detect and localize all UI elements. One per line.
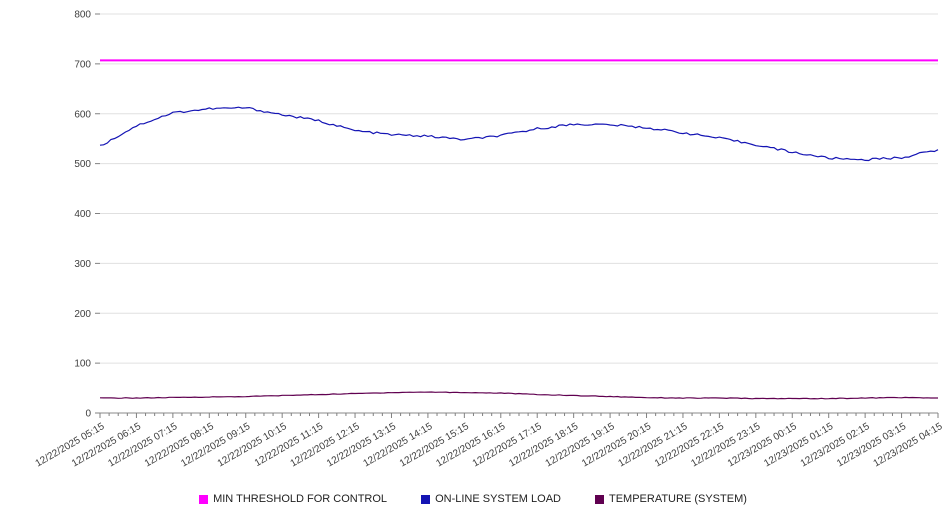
y-tick-label: 100	[74, 359, 91, 370]
legend-item-min-threshold: MIN THRESHOLD FOR CONTROL	[199, 493, 387, 505]
legend-label-temperature: TEMPERATURE (SYSTEM)	[608, 493, 747, 505]
y-tick-label: 0	[85, 409, 91, 420]
y-tick-label: 400	[74, 209, 91, 220]
legend-item-system-load: ON-LINE SYSTEM LOAD	[421, 493, 561, 505]
series-line-2	[99, 391, 938, 400]
legend-item-temperature: TEMPERATURE (SYSTEM)	[594, 493, 747, 505]
legend-swatch-min-threshold-icon	[199, 494, 209, 504]
y-tick-label: 700	[74, 59, 91, 70]
y-tick-label: 800	[74, 10, 91, 21]
legend-label-min-threshold: MIN THRESHOLD FOR CONTROL	[213, 493, 388, 505]
y-tick-label: 600	[74, 109, 91, 120]
legend-swatch-system-load-icon	[421, 494, 431, 504]
legend-label-system-load: ON-LINE SYSTEM LOAD	[435, 493, 561, 505]
legend-swatch-temperature-icon	[594, 494, 604, 504]
y-tick-label: 200	[74, 309, 91, 320]
series-line-1	[99, 106, 939, 162]
legend: MIN THRESHOLD FOR CONTROL ON-LINE SYSTEM…	[0, 493, 946, 505]
y-tick-label: 500	[74, 159, 91, 170]
y-tick-label: 300	[74, 259, 91, 270]
